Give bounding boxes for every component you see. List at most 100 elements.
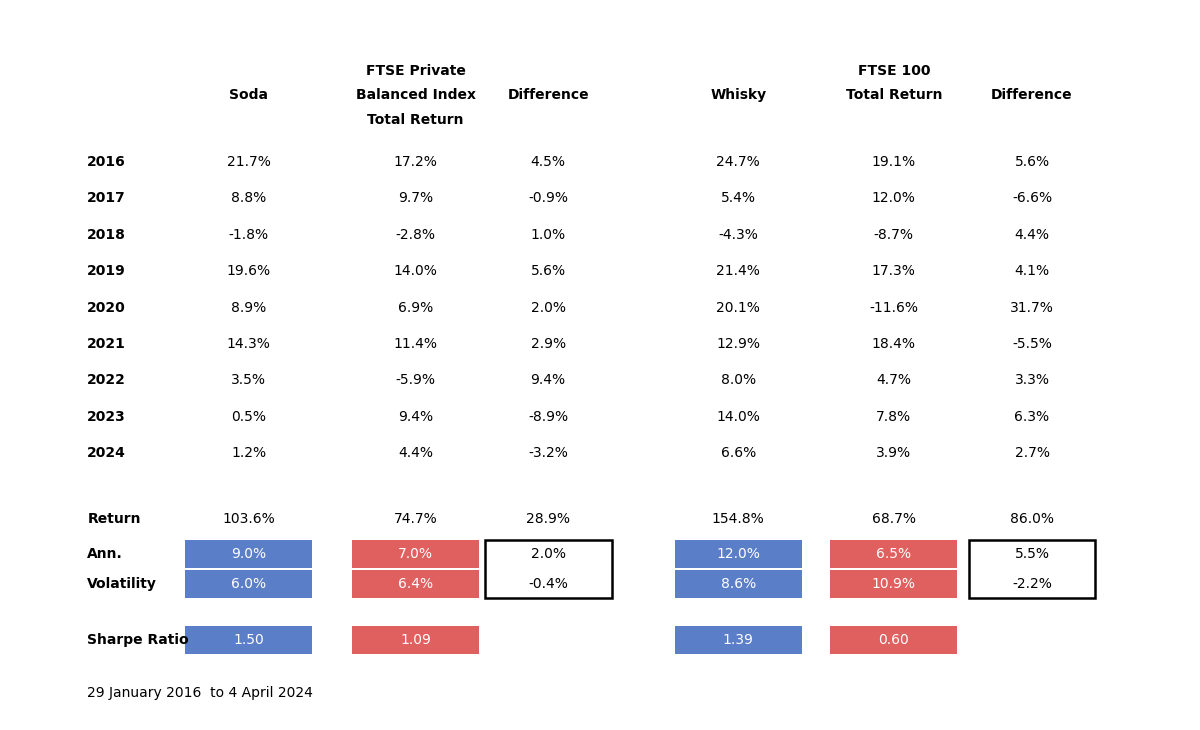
Text: Soda: Soda bbox=[229, 88, 268, 102]
Text: -8.7%: -8.7% bbox=[874, 228, 913, 242]
Text: 9.4%: 9.4% bbox=[530, 374, 565, 388]
Text: 10.9%: 10.9% bbox=[871, 577, 916, 591]
FancyBboxPatch shape bbox=[185, 626, 312, 654]
Text: 4.4%: 4.4% bbox=[398, 446, 433, 461]
Text: 5.4%: 5.4% bbox=[721, 191, 756, 205]
Text: 17.2%: 17.2% bbox=[394, 155, 438, 169]
Text: Whisky: Whisky bbox=[710, 88, 767, 102]
Text: 24.7%: 24.7% bbox=[716, 155, 760, 169]
Text: 8.9%: 8.9% bbox=[232, 301, 266, 315]
Text: -1.8%: -1.8% bbox=[228, 228, 269, 242]
Text: Ann.: Ann. bbox=[88, 548, 124, 561]
Text: 12.0%: 12.0% bbox=[872, 191, 916, 205]
FancyBboxPatch shape bbox=[485, 540, 612, 598]
Text: 1.0%: 1.0% bbox=[530, 228, 565, 242]
Text: 2.0%: 2.0% bbox=[530, 548, 565, 561]
FancyBboxPatch shape bbox=[968, 540, 1096, 598]
Text: 3.9%: 3.9% bbox=[876, 446, 911, 461]
FancyBboxPatch shape bbox=[674, 569, 802, 598]
FancyBboxPatch shape bbox=[185, 540, 312, 568]
Text: 8.0%: 8.0% bbox=[721, 374, 756, 388]
Text: 3.3%: 3.3% bbox=[1014, 374, 1050, 388]
Text: 21.7%: 21.7% bbox=[227, 155, 270, 169]
Text: 14.3%: 14.3% bbox=[227, 337, 270, 351]
Text: 2.9%: 2.9% bbox=[530, 337, 565, 351]
Text: 21.4%: 21.4% bbox=[716, 264, 760, 278]
Text: FTSE 100: FTSE 100 bbox=[858, 64, 930, 77]
Text: Return: Return bbox=[88, 512, 140, 526]
Text: Difference: Difference bbox=[991, 88, 1073, 102]
FancyBboxPatch shape bbox=[674, 626, 802, 654]
Text: 0.5%: 0.5% bbox=[232, 410, 266, 424]
FancyBboxPatch shape bbox=[830, 626, 958, 654]
Text: 14.0%: 14.0% bbox=[716, 410, 760, 424]
Text: 2016: 2016 bbox=[88, 155, 126, 169]
Text: 103.6%: 103.6% bbox=[222, 512, 275, 526]
Text: 7.8%: 7.8% bbox=[876, 410, 911, 424]
Text: 12.9%: 12.9% bbox=[716, 337, 761, 351]
Text: 6.3%: 6.3% bbox=[1014, 410, 1050, 424]
Text: 29 January 2016  to 4 April 2024: 29 January 2016 to 4 April 2024 bbox=[88, 686, 313, 700]
Text: 2017: 2017 bbox=[88, 191, 126, 205]
Text: 7.0%: 7.0% bbox=[398, 548, 433, 561]
Text: 6.5%: 6.5% bbox=[876, 548, 911, 561]
FancyBboxPatch shape bbox=[353, 626, 479, 654]
FancyBboxPatch shape bbox=[353, 569, 479, 598]
Text: 2.7%: 2.7% bbox=[1014, 446, 1050, 461]
Text: -6.6%: -6.6% bbox=[1012, 191, 1052, 205]
Text: 18.4%: 18.4% bbox=[871, 337, 916, 351]
Text: -5.5%: -5.5% bbox=[1012, 337, 1052, 351]
Text: -0.9%: -0.9% bbox=[528, 191, 568, 205]
FancyBboxPatch shape bbox=[830, 540, 958, 568]
Text: Difference: Difference bbox=[508, 88, 589, 102]
Text: FTSE Private: FTSE Private bbox=[366, 64, 466, 77]
Text: -0.4%: -0.4% bbox=[528, 577, 568, 591]
Text: 12.0%: 12.0% bbox=[716, 548, 760, 561]
Text: 5.6%: 5.6% bbox=[530, 264, 565, 278]
FancyBboxPatch shape bbox=[830, 569, 958, 598]
Text: 14.0%: 14.0% bbox=[394, 264, 438, 278]
Text: 3.5%: 3.5% bbox=[232, 374, 266, 388]
Text: 31.7%: 31.7% bbox=[1010, 301, 1054, 315]
Text: Total Return: Total Return bbox=[367, 112, 464, 127]
Text: 28.9%: 28.9% bbox=[526, 512, 570, 526]
Text: 6.9%: 6.9% bbox=[398, 301, 433, 315]
FancyBboxPatch shape bbox=[353, 540, 479, 568]
Text: 6.6%: 6.6% bbox=[721, 446, 756, 461]
Text: -8.9%: -8.9% bbox=[528, 410, 569, 424]
Text: 8.6%: 8.6% bbox=[721, 577, 756, 591]
Text: 2023: 2023 bbox=[88, 410, 126, 424]
FancyBboxPatch shape bbox=[674, 540, 802, 568]
Text: Sharpe Ratio: Sharpe Ratio bbox=[88, 633, 188, 647]
Text: 4.7%: 4.7% bbox=[876, 374, 911, 388]
Text: -11.6%: -11.6% bbox=[869, 301, 918, 315]
Text: 1.50: 1.50 bbox=[233, 633, 264, 647]
Text: 2.0%: 2.0% bbox=[530, 301, 565, 315]
Text: 1.2%: 1.2% bbox=[232, 446, 266, 461]
Text: -5.9%: -5.9% bbox=[396, 374, 436, 388]
Text: 20.1%: 20.1% bbox=[716, 301, 760, 315]
Text: Balanced Index: Balanced Index bbox=[355, 88, 475, 102]
Text: 19.1%: 19.1% bbox=[871, 155, 916, 169]
Text: 2018: 2018 bbox=[88, 228, 126, 242]
Text: 4.5%: 4.5% bbox=[530, 155, 565, 169]
Text: Volatility: Volatility bbox=[88, 577, 157, 591]
Text: -2.8%: -2.8% bbox=[396, 228, 436, 242]
Text: 4.4%: 4.4% bbox=[1014, 228, 1050, 242]
Text: 8.8%: 8.8% bbox=[232, 191, 266, 205]
Text: 6.4%: 6.4% bbox=[398, 577, 433, 591]
FancyBboxPatch shape bbox=[185, 569, 312, 598]
Text: 2022: 2022 bbox=[88, 374, 126, 388]
Text: 0.60: 0.60 bbox=[878, 633, 910, 647]
Text: 4.1%: 4.1% bbox=[1014, 264, 1050, 278]
Text: 86.0%: 86.0% bbox=[1010, 512, 1054, 526]
Text: 2021: 2021 bbox=[88, 337, 126, 351]
Text: 17.3%: 17.3% bbox=[872, 264, 916, 278]
Text: 5.5%: 5.5% bbox=[1014, 548, 1050, 561]
Text: 9.4%: 9.4% bbox=[398, 410, 433, 424]
Text: 2020: 2020 bbox=[88, 301, 126, 315]
Text: 1.39: 1.39 bbox=[722, 633, 754, 647]
Text: -4.3%: -4.3% bbox=[719, 228, 758, 242]
Text: -3.2%: -3.2% bbox=[528, 446, 568, 461]
Text: 11.4%: 11.4% bbox=[394, 337, 438, 351]
